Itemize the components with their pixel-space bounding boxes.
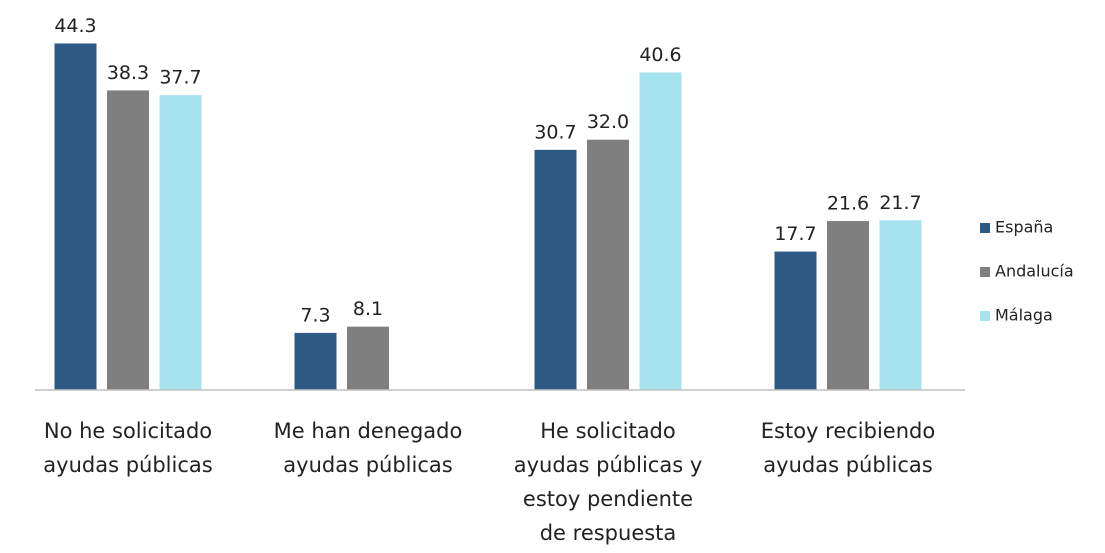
x-tick-label: Estoy recibiendo: [761, 419, 935, 443]
bar: [827, 221, 869, 390]
bar: [54, 43, 97, 390]
value-label: 40.6: [639, 44, 681, 66]
value-label: 7.3: [300, 304, 330, 326]
value-label: 38.3: [107, 62, 149, 84]
value-label: 17.7: [774, 223, 816, 245]
legend-swatch: [980, 223, 990, 233]
x-tick-label: ayudas públicas: [283, 453, 452, 477]
legend-label: España: [995, 218, 1053, 237]
x-tick-label: No he solicitado: [44, 419, 212, 443]
bar: [774, 251, 817, 390]
bar: [347, 326, 389, 390]
legend-swatch: [980, 311, 990, 321]
x-tick-label: He solicitado: [540, 419, 676, 443]
legend-label: Andalucía: [995, 262, 1074, 281]
bar: [534, 149, 577, 390]
x-tick-label: ayudas públicas: [763, 453, 932, 477]
x-tick-label: ayudas públicas y: [514, 453, 703, 477]
x-tick-label: estoy pendiente: [523, 487, 693, 511]
bar: [587, 139, 629, 390]
value-label: 30.7: [534, 121, 576, 143]
value-label: 44.3: [54, 15, 96, 37]
x-tick-label: ayudas públicas: [43, 453, 212, 477]
bar: [159, 95, 202, 390]
value-label: 32.0: [587, 111, 629, 133]
x-tick-label: de respuesta: [540, 521, 677, 545]
value-label: 21.6: [827, 193, 869, 215]
bar: [879, 220, 922, 390]
x-tick-label: Me han denegado: [274, 419, 463, 443]
legend-swatch: [980, 267, 990, 277]
value-label: 21.7: [879, 192, 921, 214]
bar: [107, 90, 149, 391]
value-label: 8.1: [353, 298, 383, 320]
legend-label: Málaga: [995, 306, 1053, 325]
value-label: 37.7: [159, 67, 201, 89]
bar: [639, 72, 682, 390]
bar: [294, 332, 337, 390]
